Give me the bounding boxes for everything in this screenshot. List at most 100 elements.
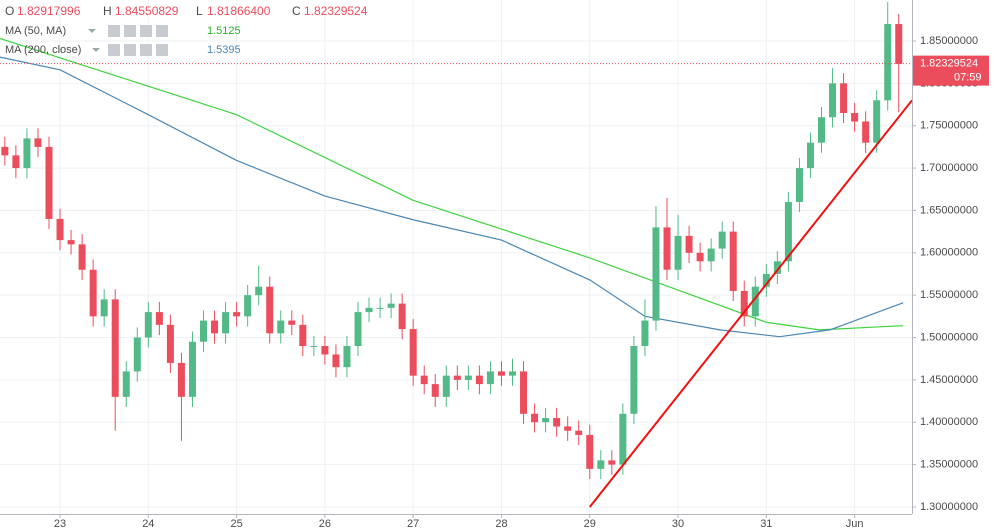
x-tick-label: 24	[142, 518, 154, 530]
candle-body	[873, 100, 881, 143]
candle-body	[608, 460, 616, 465]
candle-body	[200, 320, 208, 342]
candle-body	[376, 307, 384, 309]
candle-body	[707, 248, 715, 262]
x-tick-label: 23	[54, 518, 66, 530]
y-tick-label: 1.35000000	[920, 459, 978, 471]
y-tick-label: 1.70000000	[920, 162, 978, 174]
candle-body	[564, 426, 572, 431]
candle-body	[332, 354, 340, 368]
candle-body	[89, 269, 97, 317]
y-tick-label: 1.60000000	[920, 247, 978, 259]
low-value: 1.81866400	[207, 4, 271, 18]
candle-body	[354, 312, 362, 346]
candle-body	[696, 252, 704, 262]
x-tick-label: 27	[407, 518, 419, 530]
candle-body	[343, 345, 351, 368]
candle-body	[56, 218, 64, 241]
high-value: 1.84550829	[115, 4, 179, 18]
x-tick-label: 25	[230, 518, 242, 530]
candle-body	[365, 307, 373, 313]
candle-body	[531, 413, 539, 423]
candle-body	[663, 227, 671, 270]
candle-body	[23, 138, 31, 169]
y-tick-label: 1.55000000	[920, 289, 978, 301]
candle-body	[685, 235, 693, 253]
y-tick-label: 1.30000000	[920, 501, 978, 513]
candle-body	[67, 240, 75, 245]
candle-body	[520, 371, 528, 414]
candle-body	[674, 235, 682, 270]
candle-body	[862, 121, 870, 143]
last-price-box	[913, 55, 989, 86]
candle-body	[773, 261, 781, 274]
candle-body	[310, 345, 318, 347]
candle-body	[895, 24, 903, 64]
candle-body	[497, 371, 505, 376]
candle-body	[475, 375, 483, 385]
candle-body	[464, 375, 472, 380]
countdown-label: 07:59	[954, 72, 982, 84]
open-label: O	[5, 4, 14, 18]
icon-buttons[interactable]	[108, 25, 168, 37]
candle-body	[266, 286, 274, 334]
candle-body	[884, 24, 892, 101]
candle-body	[718, 231, 726, 249]
candle-body	[78, 244, 86, 270]
candle-body	[509, 371, 517, 376]
candle-body	[597, 460, 605, 469]
close-value: 1.82329524	[304, 4, 368, 18]
candle-body	[729, 231, 737, 291]
dropdown-icon[interactable]	[92, 48, 100, 52]
candle-body	[795, 168, 803, 202]
candle-body	[630, 345, 638, 414]
y-tick-label: 1.45000000	[920, 374, 978, 386]
candle-body	[553, 418, 561, 427]
candle-body	[619, 413, 627, 465]
candle-body	[45, 146, 53, 219]
x-tick-label: 28	[495, 518, 507, 530]
y-tick-label: 1.75000000	[920, 120, 978, 132]
legend-entry: MA (50, MA)	[5, 25, 66, 37]
candle-body	[299, 324, 307, 346]
y-tick-label: 1.40000000	[920, 416, 978, 428]
candle-body	[1, 146, 9, 156]
candle-body	[211, 320, 219, 334]
candle-body	[34, 138, 42, 147]
candle-body	[111, 299, 119, 397]
open-value: 1.82917996	[17, 4, 81, 18]
candle-body	[575, 430, 583, 435]
close-label: C	[292, 4, 301, 18]
candle-body	[155, 312, 163, 325]
candle-body	[818, 117, 826, 143]
y-tick-label: 1.65000000	[920, 204, 978, 216]
candle-body	[762, 273, 770, 287]
low-label: L	[196, 4, 203, 18]
candle-body	[100, 299, 108, 317]
x-tick-label: 31	[760, 518, 772, 530]
candle-body	[133, 337, 141, 372]
trend-line	[588, 99, 913, 508]
candle-body	[321, 345, 329, 355]
candle-body	[277, 320, 285, 334]
candle-body	[851, 113, 859, 122]
last-price-label: 1.82329524	[920, 58, 978, 70]
candle-body	[166, 324, 174, 363]
candle-body	[188, 341, 196, 397]
candle-body	[641, 320, 649, 346]
candle-body	[806, 142, 814, 169]
icon-buttons[interactable]	[108, 44, 168, 56]
dropdown-icon[interactable]	[88, 29, 96, 33]
candle-body	[829, 83, 837, 118]
candle-body	[784, 201, 792, 262]
x-tick-label: 30	[672, 518, 684, 530]
candle-body	[244, 295, 252, 317]
candle-body	[652, 227, 660, 321]
x-tick-label: 29	[584, 518, 596, 530]
candle-body	[387, 303, 395, 308]
candle-body	[409, 329, 417, 376]
x-tick-label: Jun	[846, 518, 864, 530]
candle-body	[431, 384, 439, 397]
candle-body	[12, 155, 20, 169]
candle-body	[420, 375, 428, 385]
